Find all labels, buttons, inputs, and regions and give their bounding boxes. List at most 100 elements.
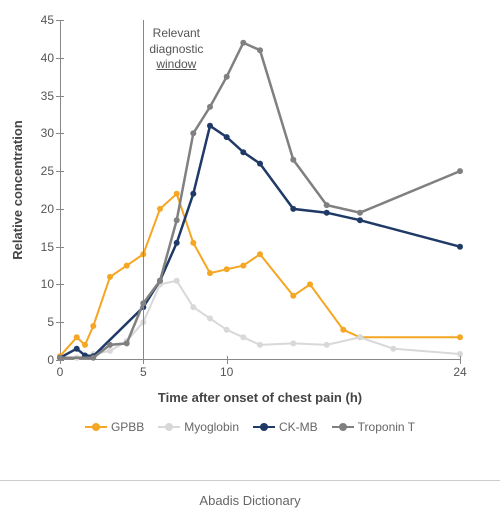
y-tick-label: 30	[24, 126, 54, 140]
legend-label: CK-MB	[279, 420, 318, 434]
series-marker	[224, 327, 230, 333]
y-tick-label: 40	[24, 51, 54, 65]
series-marker	[174, 278, 180, 284]
series-marker	[390, 346, 396, 352]
series-marker	[357, 210, 363, 216]
series-marker	[207, 123, 213, 129]
series-marker	[357, 217, 363, 223]
series-marker	[324, 202, 330, 208]
series-marker	[457, 168, 463, 174]
series-marker	[107, 342, 113, 348]
y-tick	[56, 322, 64, 323]
x-tick-label: 0	[57, 365, 64, 379]
series-marker	[190, 240, 196, 246]
series-marker	[190, 191, 196, 197]
series-marker	[307, 281, 313, 287]
series-marker	[224, 266, 230, 272]
series-marker	[240, 40, 246, 46]
series-marker	[290, 293, 296, 299]
series-marker	[240, 263, 246, 269]
series-marker	[257, 342, 263, 348]
legend-swatch	[253, 422, 275, 432]
series-marker	[190, 304, 196, 310]
x-tick-label: 24	[453, 365, 466, 379]
legend-label: GPBB	[111, 420, 144, 434]
series-marker	[290, 340, 296, 346]
series-marker	[240, 334, 246, 340]
series-marker	[124, 340, 130, 346]
x-axis-title: Time after onset of chest pain (h)	[60, 390, 460, 405]
legend: GPBB Myoglobin CK-MB Troponin T	[20, 420, 480, 434]
series-marker	[74, 334, 80, 340]
series-line-troponin-t	[60, 43, 460, 358]
y-axis-title: Relative concentration	[10, 120, 25, 259]
y-tick	[56, 133, 64, 134]
series-marker	[340, 327, 346, 333]
series-marker	[257, 161, 263, 167]
diagnostic-window-label: Relevantdiagnosticwindow	[149, 26, 203, 73]
y-tick	[56, 20, 64, 21]
y-tick-label: 45	[24, 13, 54, 27]
series-marker	[257, 47, 263, 53]
series-marker	[207, 315, 213, 321]
series-marker	[82, 342, 88, 348]
y-tick-label: 20	[24, 202, 54, 216]
legend-swatch	[332, 422, 354, 432]
footer-text: Abadis Dictionary	[199, 493, 300, 508]
series-marker	[324, 342, 330, 348]
y-tick-label: 25	[24, 164, 54, 178]
series-marker	[240, 149, 246, 155]
series-marker	[157, 206, 163, 212]
series-marker	[457, 244, 463, 250]
series-marker	[290, 206, 296, 212]
footer: Abadis Dictionary	[0, 480, 500, 520]
y-tick	[56, 284, 64, 285]
y-tick	[56, 171, 64, 172]
series-marker	[224, 74, 230, 80]
series-line-gpbb	[60, 194, 460, 356]
chart-container: Relevantdiagnosticwindow Time after onse…	[0, 0, 500, 440]
x-tick-label: 10	[220, 365, 233, 379]
series-marker	[257, 251, 263, 257]
y-tick	[56, 96, 64, 97]
y-tick	[56, 247, 64, 248]
legend-swatch	[158, 422, 180, 432]
series-marker	[157, 278, 163, 284]
x-tick	[460, 356, 461, 364]
series-marker	[190, 130, 196, 136]
y-tick-label: 10	[24, 277, 54, 291]
series-marker	[174, 191, 180, 197]
series-marker	[90, 323, 96, 329]
series-marker	[224, 134, 230, 140]
legend-item: Myoglobin	[158, 420, 239, 434]
y-tick-label: 0	[24, 353, 54, 367]
legend-item: GPBB	[85, 420, 144, 434]
series-marker	[207, 270, 213, 276]
x-tick	[227, 356, 228, 364]
x-tick-label: 5	[140, 365, 147, 379]
series-marker	[90, 355, 96, 361]
series-marker	[107, 274, 113, 280]
chart-lines-svg	[60, 20, 460, 360]
y-tick-label: 35	[24, 89, 54, 103]
legend-swatch	[85, 422, 107, 432]
x-tick	[60, 356, 61, 364]
series-marker	[74, 346, 80, 352]
legend-label: Troponin T	[358, 420, 415, 434]
legend-item: Troponin T	[332, 420, 415, 434]
y-tick	[56, 58, 64, 59]
series-marker	[324, 210, 330, 216]
y-tick-label: 5	[24, 315, 54, 329]
series-marker	[107, 348, 113, 354]
series-marker	[174, 217, 180, 223]
y-tick	[56, 209, 64, 210]
series-marker	[357, 334, 363, 340]
series-marker	[457, 334, 463, 340]
legend-item: CK-MB	[253, 420, 318, 434]
plot-area: Relevantdiagnosticwindow Time after onse…	[60, 20, 460, 360]
series-marker	[290, 157, 296, 163]
diagnostic-window-line	[143, 20, 144, 360]
series-marker	[174, 240, 180, 246]
series-marker	[124, 263, 130, 269]
series-line-ck-mb	[60, 126, 460, 358]
